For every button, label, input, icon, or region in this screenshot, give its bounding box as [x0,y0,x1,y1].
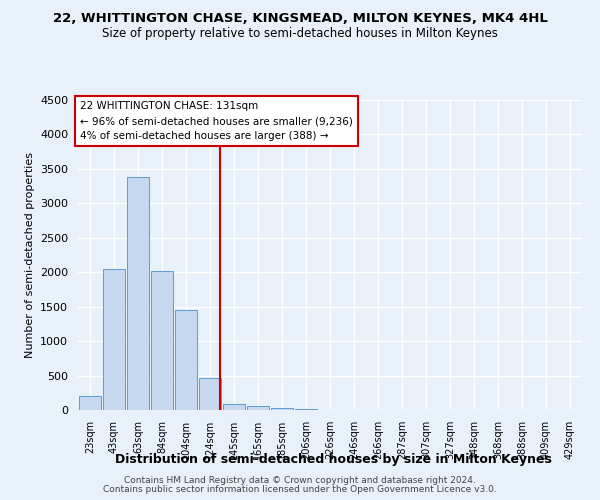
Text: Contains HM Land Registry data © Crown copyright and database right 2024.: Contains HM Land Registry data © Crown c… [124,476,476,485]
Bar [103,269,125,410]
Text: Contains public sector information licensed under the Open Government Licence v3: Contains public sector information licen… [103,485,497,494]
Text: Size of property relative to semi-detached houses in Milton Keynes: Size of property relative to semi-detach… [102,28,498,40]
Bar [175,310,197,410]
Bar [127,177,149,410]
Text: 22 WHITTINGTON CHASE: 131sqm
← 96% of semi-detached houses are smaller (9,236)
4: 22 WHITTINGTON CHASE: 131sqm ← 96% of se… [80,102,353,141]
Bar [271,408,293,410]
Bar [247,406,269,410]
Y-axis label: Number of semi-detached properties: Number of semi-detached properties [25,152,35,358]
Text: 22, WHITTINGTON CHASE, KINGSMEAD, MILTON KEYNES, MK4 4HL: 22, WHITTINGTON CHASE, KINGSMEAD, MILTON… [53,12,547,26]
Bar [199,378,221,410]
Text: Distribution of semi-detached houses by size in Milton Keynes: Distribution of semi-detached houses by … [115,452,551,466]
Bar [79,396,101,410]
Bar [223,404,245,410]
Bar [151,271,173,410]
